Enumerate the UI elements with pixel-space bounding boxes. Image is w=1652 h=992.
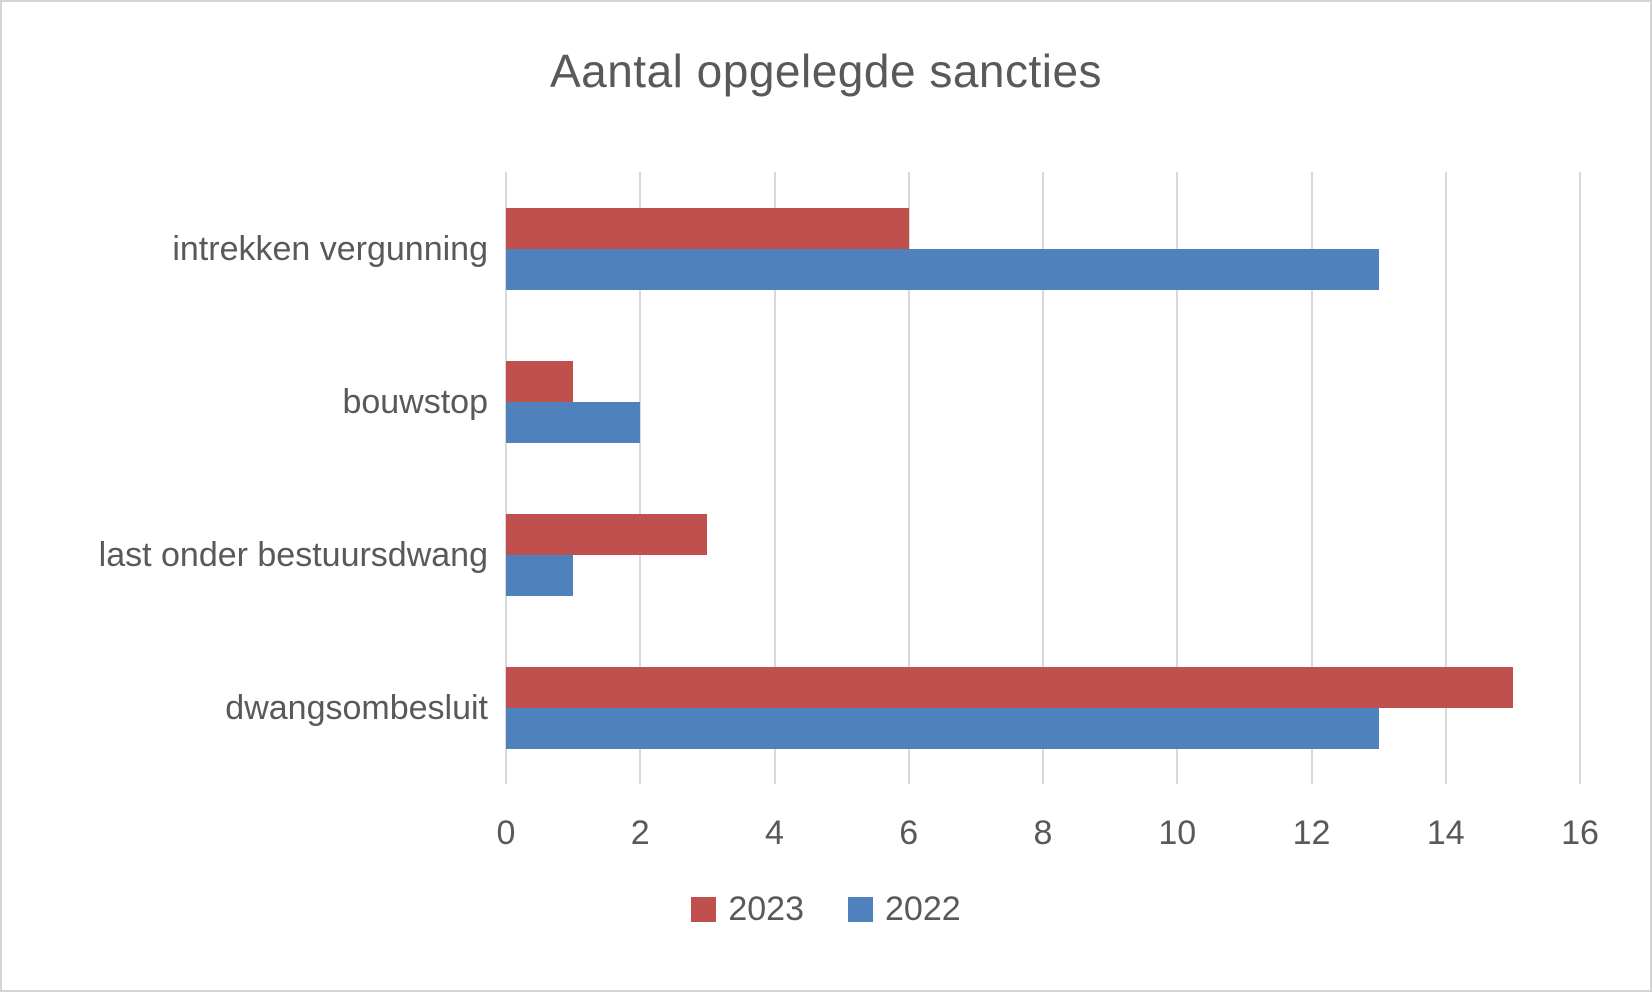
legend-item: 2022 — [848, 890, 961, 929]
x-tick-label: 2 — [630, 814, 650, 852]
legend-swatch-icon — [691, 897, 717, 922]
chart-title: Aantal opgelegde sancties — [549, 45, 1103, 97]
bar-2022 — [506, 707, 1379, 749]
x-tick-label: 6 — [899, 814, 919, 852]
gridline — [1444, 172, 1447, 784]
category-label: dwangsombesluit — [225, 688, 488, 727]
x-tick-label: 0 — [496, 814, 516, 852]
legend-label: 2023 — [728, 890, 804, 928]
x-axis: 0 2 4 6 8 10 12 14 16 — [2, 814, 1650, 864]
bar-2022 — [506, 401, 641, 443]
category-label: intrekken vergunning — [172, 229, 488, 268]
x-tick-label: 12 — [1292, 814, 1331, 852]
legend-swatch-icon — [848, 897, 873, 922]
category-label: last onder bestuursdwang — [98, 535, 488, 574]
bar-2023 — [506, 666, 1513, 708]
bar-2022 — [506, 554, 574, 596]
bar-2023 — [506, 360, 574, 402]
x-tick-label: 10 — [1158, 814, 1197, 852]
legend: 2023 2022 — [2, 890, 1650, 929]
gridline — [1042, 172, 1044, 784]
legend-item: 2023 — [691, 890, 804, 929]
category-label: bouwstop — [342, 382, 488, 421]
plot-area — [505, 172, 1581, 784]
legend-label: 2022 — [885, 890, 961, 928]
gridline — [639, 172, 642, 784]
bar-2023 — [506, 207, 909, 249]
gridline — [907, 172, 910, 784]
gridline — [505, 172, 507, 784]
gridline — [1579, 172, 1581, 784]
x-tick-label: 16 — [1561, 814, 1599, 852]
x-tick-label: 14 — [1426, 814, 1465, 852]
bar-2022 — [506, 248, 1379, 290]
gridline — [773, 172, 776, 784]
gridline — [1310, 172, 1313, 784]
gridline — [1176, 172, 1179, 784]
x-tick-label: 4 — [765, 814, 784, 852]
bar-2023 — [506, 513, 708, 555]
x-tick-label: 8 — [1033, 814, 1053, 852]
